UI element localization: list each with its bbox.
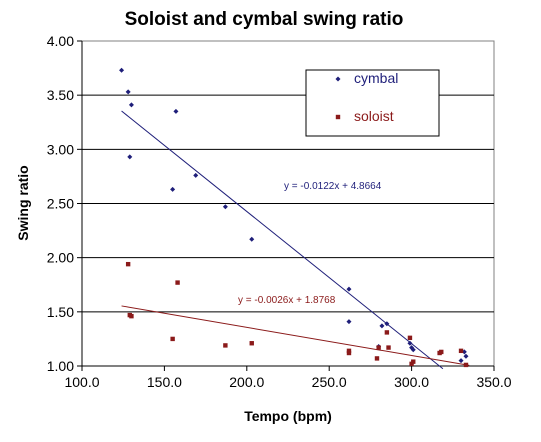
y-tick-label: 3.50 [47, 87, 74, 103]
soloist-point [411, 359, 416, 364]
y-axis-title: Swing ratio [15, 165, 31, 240]
soloist-point [407, 335, 413, 341]
x-tick-label: 200.0 [229, 374, 264, 390]
y-tick-label: 2.50 [47, 196, 74, 212]
soloist-point [376, 345, 381, 350]
x-axis-title: Tempo (bpm) [244, 408, 332, 424]
soloist-legend-label: soloist [354, 108, 394, 124]
soloist-point [439, 349, 444, 355]
cymbal-legend-marker [335, 76, 341, 82]
cymbal-point [384, 321, 390, 327]
trendlines [121, 110, 470, 370]
cymbal-point [249, 236, 255, 242]
y-tick-label: 1.00 [47, 358, 74, 374]
x-tick-label: 300.0 [394, 374, 429, 390]
x-axis-ticks: 100.0 150.0 200.0 250.0 300.0 350.0 [64, 366, 512, 390]
cymbal-trendline [121, 110, 444, 370]
cymbal-point [170, 186, 176, 192]
x-tick-label: 350.0 [476, 374, 511, 390]
legend-items: cymbal soloist [335, 70, 398, 124]
cymbal-point [410, 347, 416, 353]
soloist-point [386, 345, 391, 350]
chart-title: Soloist and cymbal swing ratio [125, 9, 404, 30]
soloist-point [458, 348, 464, 354]
soloist-point [175, 280, 180, 285]
x-tick-label: 150.0 [147, 374, 182, 390]
cymbal-legend-label: cymbal [354, 70, 398, 86]
y-tick-label: 1.50 [47, 304, 74, 320]
y-tick-label: 3.00 [47, 141, 74, 157]
y-axis-ticks: 1.00 1.50 2.00 2.50 3.00 3.50 4.00 [47, 33, 82, 374]
soloist-point [223, 343, 228, 348]
soloist-point [125, 261, 131, 267]
soloist-trend-equation: y = -0.0026x + 1.8768 [238, 295, 336, 306]
cymbal-point [346, 319, 352, 325]
soloist-point [384, 330, 390, 335]
x-tick-label: 100.0 [64, 374, 99, 390]
cymbal-point [407, 340, 413, 346]
legend-box [305, 69, 440, 137]
cymbal-point [193, 172, 199, 178]
soloist-point [249, 341, 254, 346]
x-tick-label: 250.0 [312, 374, 347, 390]
cymbal-point [346, 286, 352, 292]
cymbal-point [173, 108, 179, 114]
cymbal-point [458, 358, 464, 364]
y-tick-label: 4.00 [47, 33, 74, 49]
cymbal-point [119, 67, 125, 73]
cymbal-point [125, 89, 131, 95]
cymbal-trend-equation: y = -0.0122x + 4.8664 [284, 181, 382, 192]
soloist-legend-marker [335, 114, 341, 120]
cymbal-point [127, 154, 133, 160]
data-points [119, 67, 469, 368]
cymbal-point [463, 353, 469, 359]
soloist-point [463, 362, 469, 368]
soloist-trendline [121, 305, 470, 366]
soloist-point [346, 348, 352, 354]
y-tick-label: 2.00 [47, 250, 74, 266]
cymbal-point [128, 102, 134, 108]
soloist-point [170, 336, 175, 342]
cymbal-point [379, 323, 385, 329]
soloist-point [129, 313, 134, 319]
cymbal-point [222, 204, 228, 210]
soloist-point [374, 356, 380, 361]
legend: cymbal soloist [305, 69, 440, 137]
